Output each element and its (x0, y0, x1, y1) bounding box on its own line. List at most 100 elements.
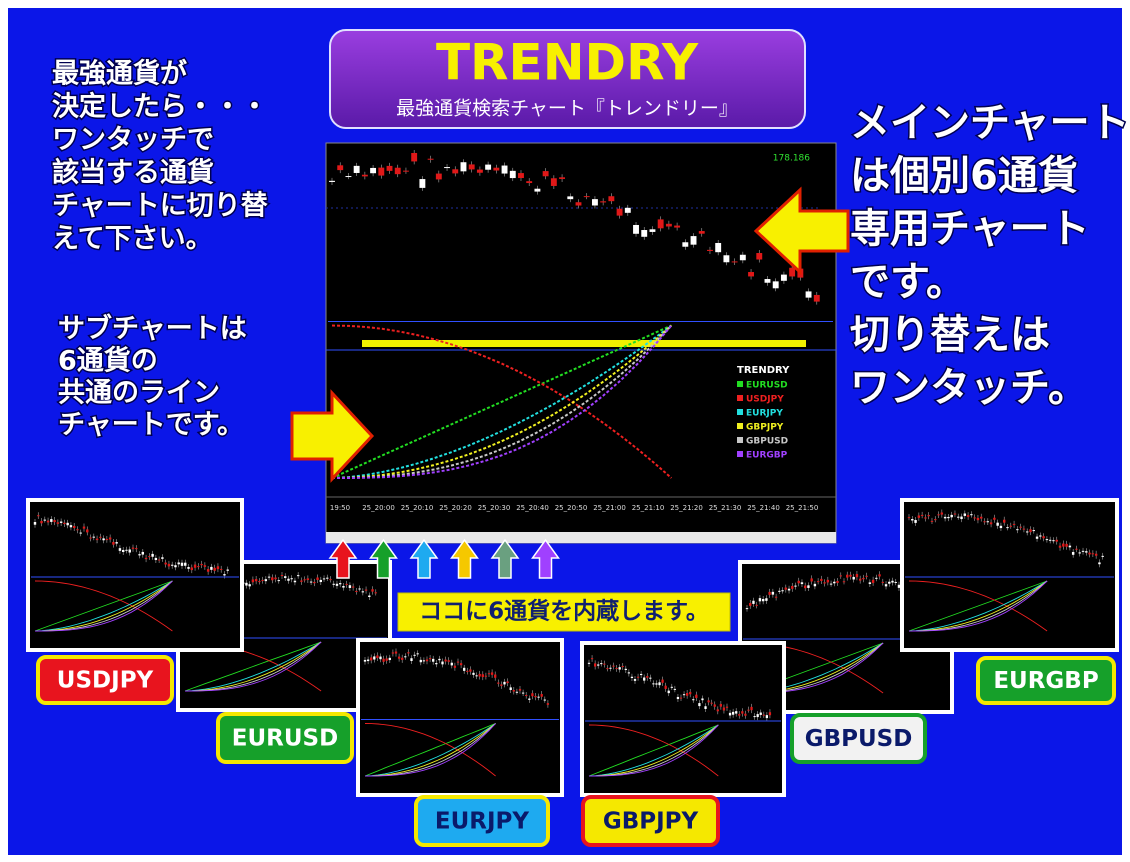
candle (500, 684, 503, 686)
candle (206, 569, 210, 572)
candle (780, 274, 787, 281)
candle (947, 516, 950, 519)
candle (768, 591, 771, 595)
candle (277, 580, 280, 582)
candle (1032, 530, 1035, 532)
candle (849, 574, 852, 577)
candle (768, 712, 772, 716)
candle (267, 576, 271, 578)
left-note-line: 最強通貨が (52, 58, 187, 90)
pair-label: EURJPY (435, 809, 530, 835)
candle (927, 515, 930, 517)
tab-arrows (328, 538, 560, 579)
candle (89, 537, 92, 539)
candle (745, 608, 749, 610)
candle (493, 167, 500, 171)
candle (76, 529, 79, 531)
sub-line (331, 324, 673, 479)
candle (531, 693, 534, 697)
candle (823, 582, 826, 584)
legend-swatch (737, 423, 743, 429)
candle (658, 682, 661, 686)
candle (810, 578, 813, 582)
title-frame (329, 29, 806, 129)
candle (435, 173, 442, 180)
candle (407, 652, 410, 654)
banner-box (397, 592, 731, 632)
candle (69, 525, 73, 528)
candle (254, 579, 258, 582)
candle (478, 673, 481, 677)
candle (679, 697, 683, 699)
candle (118, 548, 122, 551)
candle (1029, 529, 1032, 533)
candle (463, 667, 466, 671)
candle (1035, 536, 1039, 539)
candle (290, 578, 293, 580)
candle (419, 659, 422, 663)
candle (674, 225, 681, 228)
candle (852, 576, 855, 580)
sub-note-line: 共通のライン (58, 378, 220, 409)
candle (723, 255, 730, 263)
candle (368, 595, 371, 598)
candle (79, 532, 82, 534)
candle (715, 242, 722, 253)
right-note-line: 専用チャート (850, 206, 1090, 252)
candle (379, 656, 382, 660)
candle (476, 169, 483, 173)
candle (131, 547, 135, 549)
candle (973, 517, 976, 519)
candle (509, 687, 512, 690)
candle (293, 580, 297, 583)
candle (970, 514, 973, 516)
candle (72, 526, 76, 529)
banner: ココに6通貨を内蔵します。 (419, 598, 709, 625)
pair-label-box (581, 795, 720, 847)
title-box: TRENDRY 最強通貨検索チャート『トレンドリー』 (329, 29, 806, 129)
candle (609, 667, 612, 669)
candle (747, 709, 750, 711)
candle (597, 664, 600, 666)
candle (378, 167, 385, 176)
sub-line (331, 324, 672, 479)
candle (643, 677, 646, 681)
candle (950, 514, 953, 518)
candle (612, 665, 615, 667)
candle (1025, 531, 1029, 533)
candle (128, 549, 131, 553)
candle (167, 563, 171, 567)
candle (1039, 535, 1042, 537)
candle (144, 557, 148, 560)
candle (154, 557, 158, 561)
candle (784, 587, 788, 590)
candle (1085, 551, 1088, 553)
candle (986, 521, 990, 523)
candle (403, 170, 409, 172)
candle (839, 575, 842, 577)
candle (698, 231, 705, 234)
candle (953, 513, 957, 515)
candle (161, 557, 164, 559)
candle (105, 539, 109, 541)
candle (820, 578, 823, 581)
candle (63, 522, 66, 525)
candle (781, 590, 784, 592)
candle (435, 663, 438, 665)
candle (731, 261, 738, 263)
candle (616, 208, 623, 216)
subtitle: 最強通貨検索チャート『トレンドリー』 (396, 98, 738, 120)
candle (800, 582, 804, 585)
candle (373, 656, 376, 660)
candle (731, 711, 735, 715)
candle (187, 567, 190, 569)
thumbnail (356, 638, 564, 797)
candle (59, 521, 63, 523)
legend-swatch (737, 409, 743, 415)
candle (1075, 548, 1078, 550)
sub-line (365, 723, 496, 777)
candle (829, 583, 833, 585)
candle (388, 657, 391, 661)
candle (355, 590, 358, 592)
